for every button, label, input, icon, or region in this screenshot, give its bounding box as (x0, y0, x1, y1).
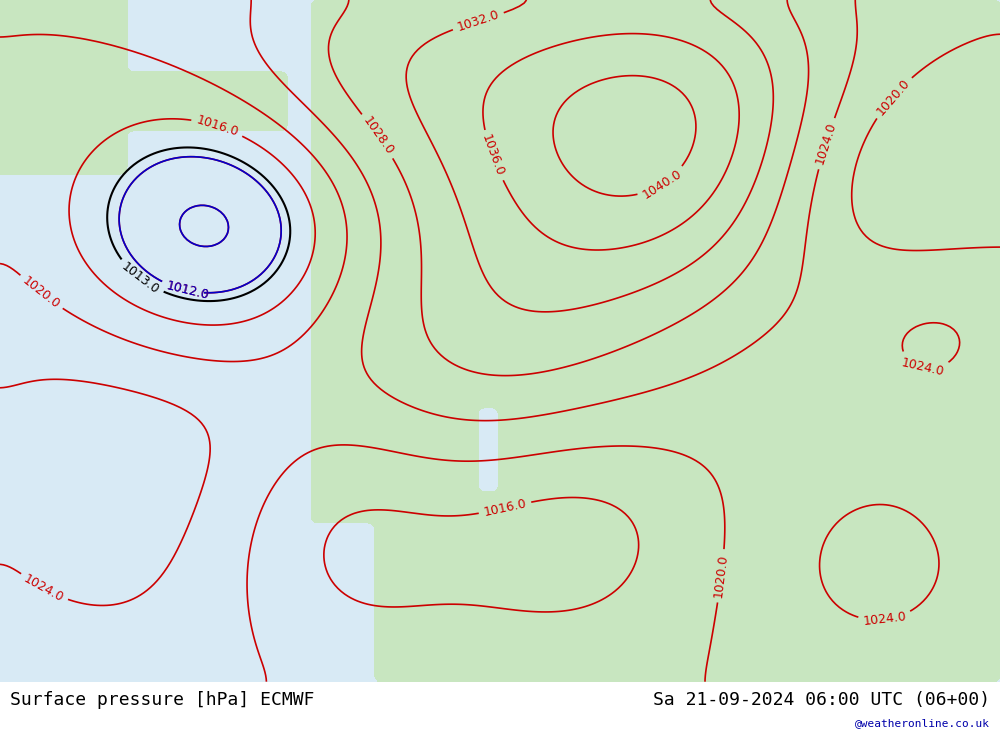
Text: 1024.0: 1024.0 (813, 121, 839, 166)
Text: 1024.0: 1024.0 (862, 611, 907, 628)
Text: 1024.0: 1024.0 (21, 572, 66, 605)
Text: 1032.0: 1032.0 (456, 8, 501, 34)
Text: 1012.0: 1012.0 (165, 279, 210, 302)
Text: 1012.0: 1012.0 (165, 279, 210, 302)
Text: 1016.0: 1016.0 (195, 114, 240, 139)
Text: 1040.0: 1040.0 (640, 167, 684, 202)
Text: 1013.0: 1013.0 (119, 260, 162, 297)
Text: Sa 21-09-2024 06:00 UTC (06+00): Sa 21-09-2024 06:00 UTC (06+00) (653, 690, 990, 709)
Text: 1020.0: 1020.0 (20, 274, 62, 312)
Text: @weatheronline.co.uk: @weatheronline.co.uk (855, 718, 990, 728)
Text: 1028.0: 1028.0 (360, 114, 396, 158)
Text: 1036.0: 1036.0 (479, 133, 506, 178)
Text: 1016.0: 1016.0 (482, 497, 528, 519)
Text: 1020.0: 1020.0 (712, 553, 730, 598)
Text: 1024.0: 1024.0 (900, 357, 946, 379)
Text: Surface pressure [hPa] ECMWF: Surface pressure [hPa] ECMWF (10, 690, 314, 709)
Text: 1020.0: 1020.0 (874, 76, 912, 118)
